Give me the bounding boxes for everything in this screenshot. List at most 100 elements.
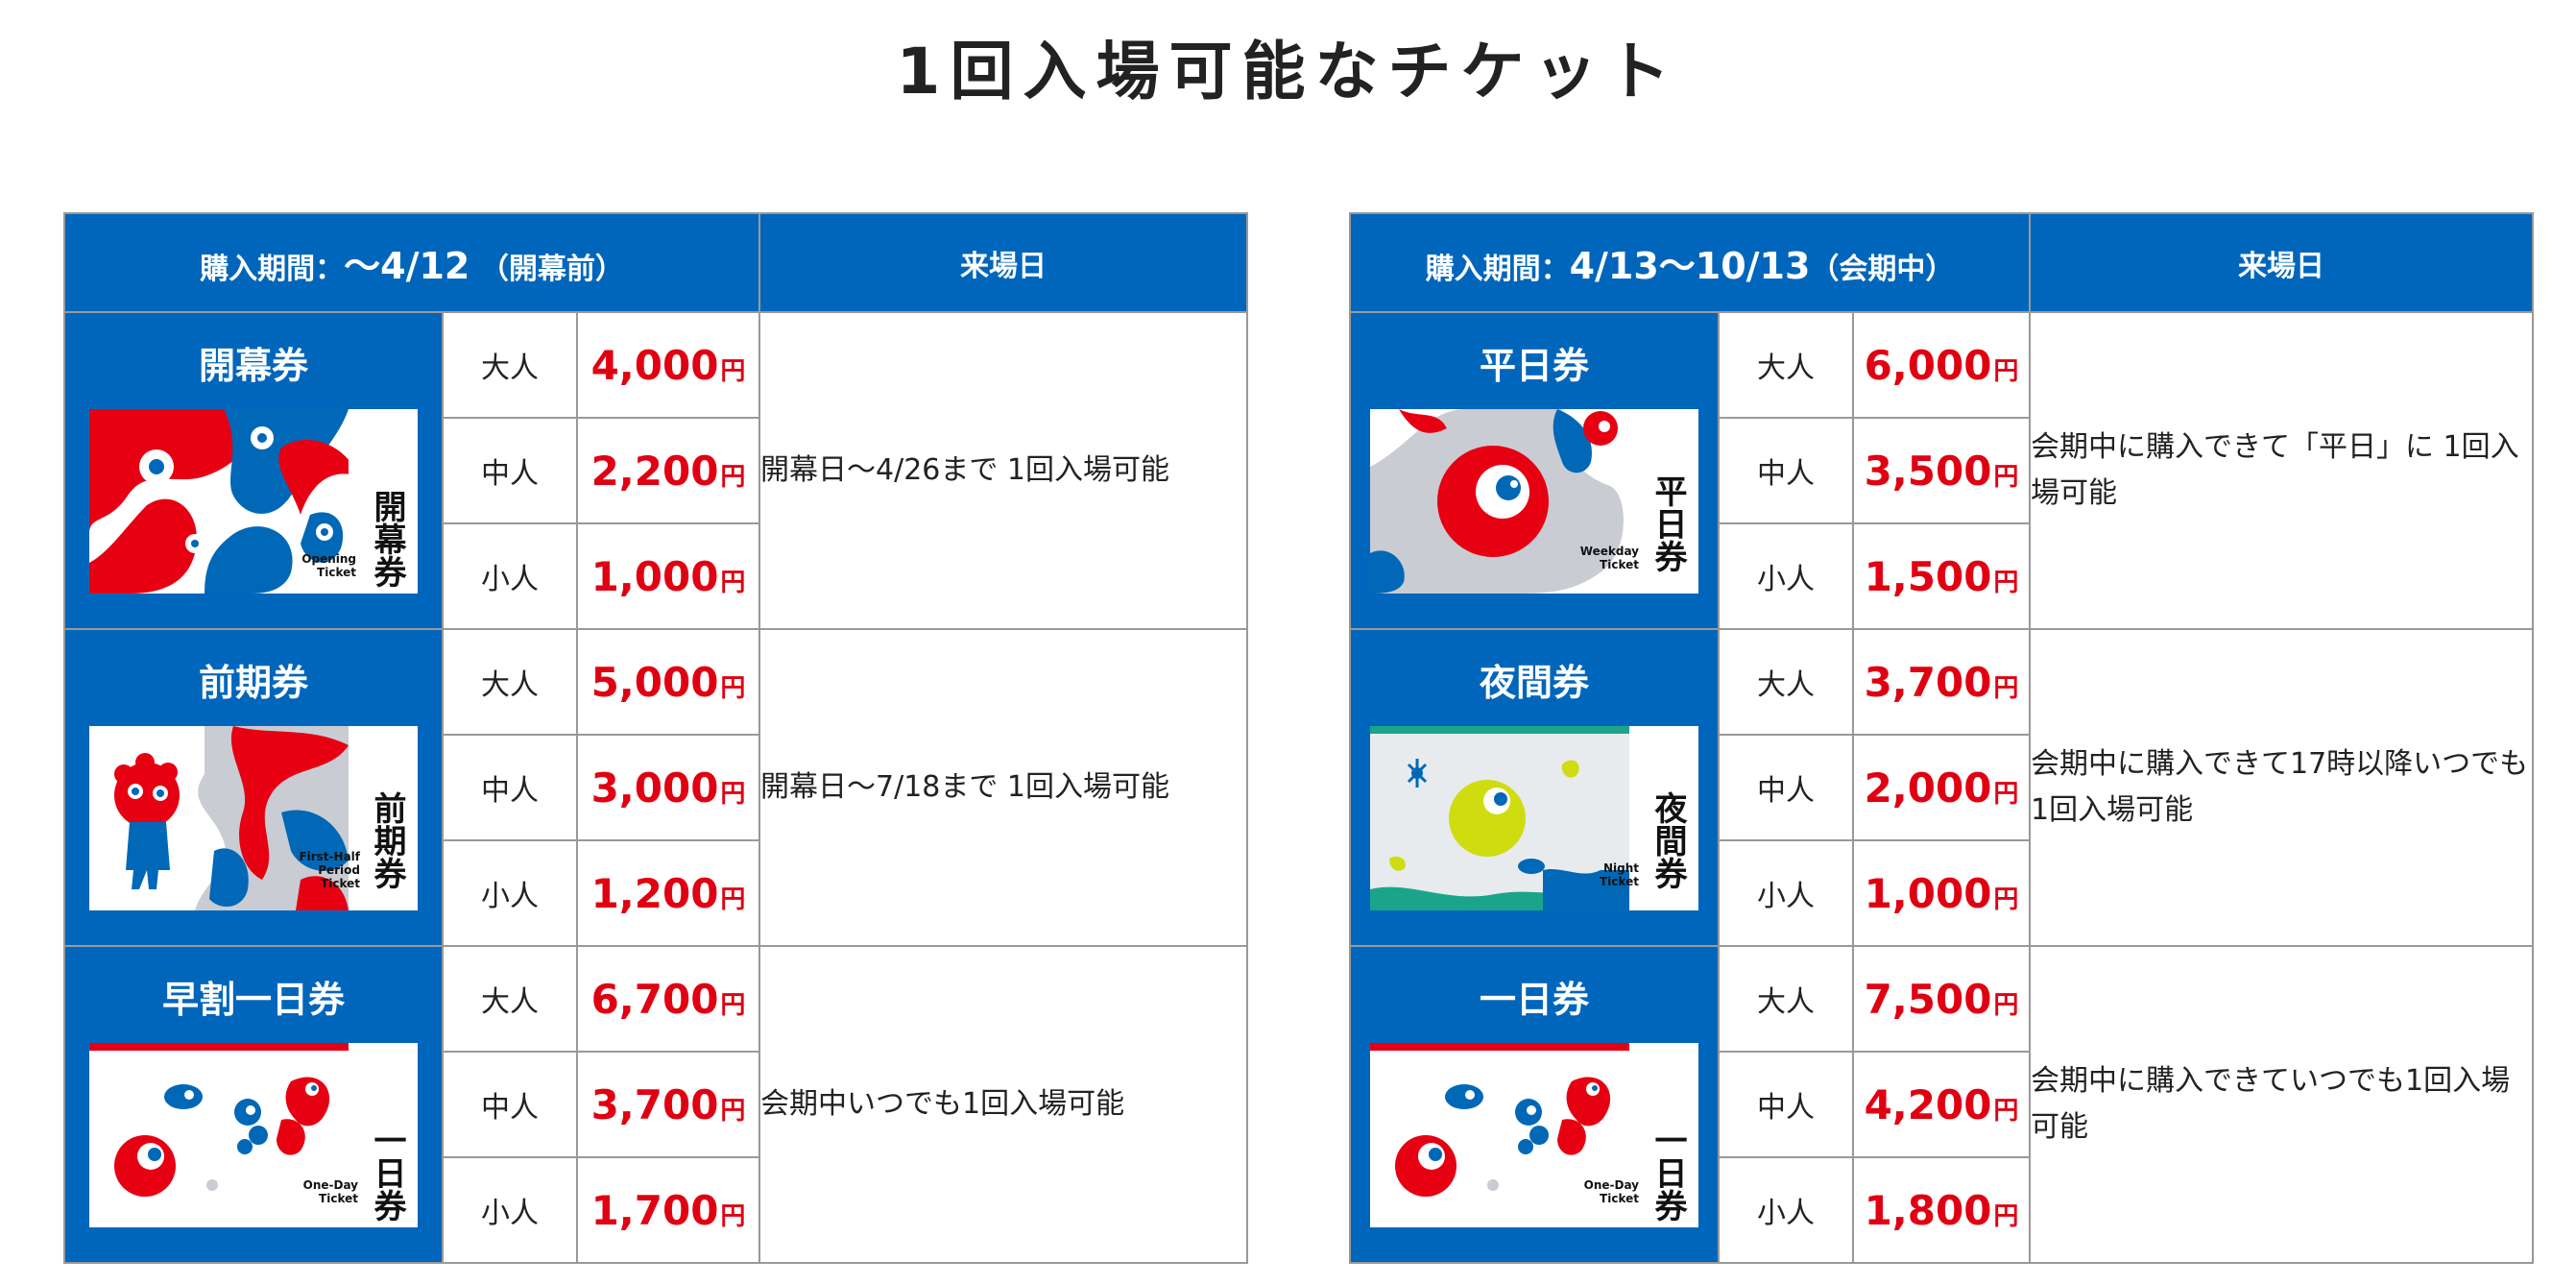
ticket-image-vertical-label: 平日券	[1649, 474, 1687, 572]
table-row: 小人 1,200円	[64, 839, 1247, 947]
purchase-period-header: 購入期間：4/13～10/13（会期中）	[1349, 212, 2031, 313]
price-amount: 3,000	[590, 764, 719, 812]
price-cell: 1,000円	[1852, 839, 2031, 947]
price-amount: 5,000	[590, 658, 719, 706]
price-cell: 4,200円	[1852, 1051, 2031, 1158]
price-cell: 1,000円	[576, 522, 760, 630]
ticket-image-en-label: Ticket	[317, 566, 356, 579]
ticket-image-en-label: Ticket	[1600, 1192, 1639, 1205]
ticket-cell: 前期券 前期券 First-Half Period Ticket	[63, 628, 444, 947]
purchase-period-label: 購入期間：	[1425, 253, 1570, 286]
first-half-ticket-image: 前期券 First-Half Period Ticket	[89, 726, 418, 910]
ticket-image-vertical-label: 開幕券	[368, 490, 407, 588]
price-amount: 1,000	[590, 552, 719, 600]
visit-note: 会期中いつでも1回入場可能	[758, 945, 1248, 1264]
price-amount: 6,000	[1864, 341, 1992, 389]
age-label: 中人	[1718, 1051, 1854, 1158]
price-amount: 1,700	[590, 1186, 719, 1234]
price-cell: 1,500円	[1852, 522, 2031, 630]
price-amount: 3,700	[1864, 658, 1992, 706]
price-cell: 4,000円	[576, 311, 760, 419]
purchase-period-label: 購入期間：	[200, 253, 345, 286]
table-row: 中人 4,200円	[1350, 1051, 2533, 1158]
ticket-image-vertical-label: 夜間券	[1649, 791, 1688, 889]
visit-day-header: 来場日	[758, 212, 1248, 313]
price-unit: 円	[720, 356, 746, 386]
price-amount: 2,000	[1864, 764, 1992, 812]
page-title: 1回入場可能なチケット	[896, 35, 1680, 109]
price-cell: 1,700円	[576, 1156, 760, 1264]
age-label: 中人	[1718, 417, 1854, 524]
price-cell: 6,000円	[1852, 311, 2031, 419]
price-unit: 円	[720, 1096, 746, 1126]
ticket-name: 開幕券	[198, 345, 308, 387]
one-day-ticket-image: 一日券 One-Day Ticket	[1370, 1043, 1698, 1227]
price-unit: 円	[720, 568, 746, 597]
ticket-image-en-label: Period	[318, 863, 360, 877]
ticket-image-en-label: One-Day	[303, 1178, 359, 1192]
price-amount: 1,200	[590, 869, 719, 917]
price-cell: 3,000円	[576, 734, 760, 841]
age-label: 中人	[442, 417, 578, 524]
age-label: 中人	[442, 1051, 578, 1158]
table-row: 小人 1,000円	[64, 522, 1247, 630]
ticket-image-en-label: First-Half	[299, 850, 360, 863]
table-row: 中人 2,000円	[1350, 734, 2533, 841]
price-unit: 円	[1993, 356, 2019, 386]
price-amount: 6,700	[590, 975, 719, 1023]
price-amount: 4,000	[590, 341, 719, 389]
age-label: 大人	[442, 311, 578, 419]
ticket-name: 前期券	[198, 662, 308, 704]
age-label: 中人	[1718, 734, 1854, 841]
price-amount: 4,200	[1864, 1080, 1992, 1128]
table-row: 中人 3,700円	[64, 1051, 1247, 1158]
age-label: 大人	[1718, 628, 1854, 736]
ticket-image-en-label: Weekday	[1580, 545, 1639, 558]
ticket-image-en-label: One-Day	[1584, 1178, 1640, 1192]
price-amount: 3,500	[1864, 447, 1992, 495]
ticket-name: 夜間券	[1479, 662, 1589, 704]
ticket-name: 一日券	[1479, 979, 1589, 1021]
age-label: 小人	[442, 1156, 578, 1264]
visit-note: 会期中に購入できて「平日」に 1回入場可能	[2029, 311, 2534, 630]
price-unit: 円	[1993, 1096, 2019, 1126]
ticket-image-en-label: Opening	[301, 552, 356, 566]
price-unit: 円	[720, 673, 746, 703]
price-unit: 円	[720, 462, 746, 492]
purchase-period-note: （開幕前）	[479, 253, 624, 286]
table-row: 中人 2,200円	[64, 417, 1247, 524]
weekday-ticket-image: 平日券 Weekday Ticket	[1370, 409, 1698, 594]
purchase-period-range: ～4/12	[344, 245, 470, 287]
age-label: 大人	[442, 628, 578, 736]
age-label: 小人	[442, 522, 578, 630]
price-unit: 円	[1993, 1201, 2019, 1231]
price-amount: 7,500	[1864, 975, 1992, 1023]
purchase-period-range: 4/13～10/13	[1569, 245, 1811, 287]
price-amount: 3,700	[590, 1080, 719, 1128]
price-unit: 円	[1993, 990, 2019, 1020]
age-label: 小人	[1718, 522, 1854, 630]
visit-note: 開幕日～4/26まで 1回入場可能	[758, 311, 1248, 630]
price-cell: 2,000円	[1852, 734, 2031, 841]
table-row: 中人 3,000円	[64, 734, 1247, 841]
ticket-image-en-label: Ticket	[319, 1192, 358, 1205]
price-unit: 円	[720, 779, 746, 809]
table-row: 平日券 平日券 Weekday Ticket 大人 6,000円 会期中に購入でき…	[1349, 311, 2534, 630]
price-cell: 7,500円	[1852, 945, 2031, 1053]
table-row: 小人 1,500円	[1350, 522, 2533, 630]
price-unit: 円	[1993, 885, 2019, 914]
price-unit: 円	[1993, 673, 2019, 703]
price-cell: 1,200円	[576, 839, 760, 947]
table-row: 小人 1,700円	[64, 1156, 1247, 1264]
ticket-name: 早割一日券	[161, 979, 345, 1021]
ticket-image-en-label: Ticket	[1600, 558, 1639, 571]
visit-note: 開幕日～7/18まで 1回入場可能	[758, 628, 1248, 947]
age-label: 大人	[1718, 945, 1854, 1053]
price-cell: 5,000円	[576, 628, 760, 736]
table-row: 中人 3,500円	[1350, 417, 2533, 524]
